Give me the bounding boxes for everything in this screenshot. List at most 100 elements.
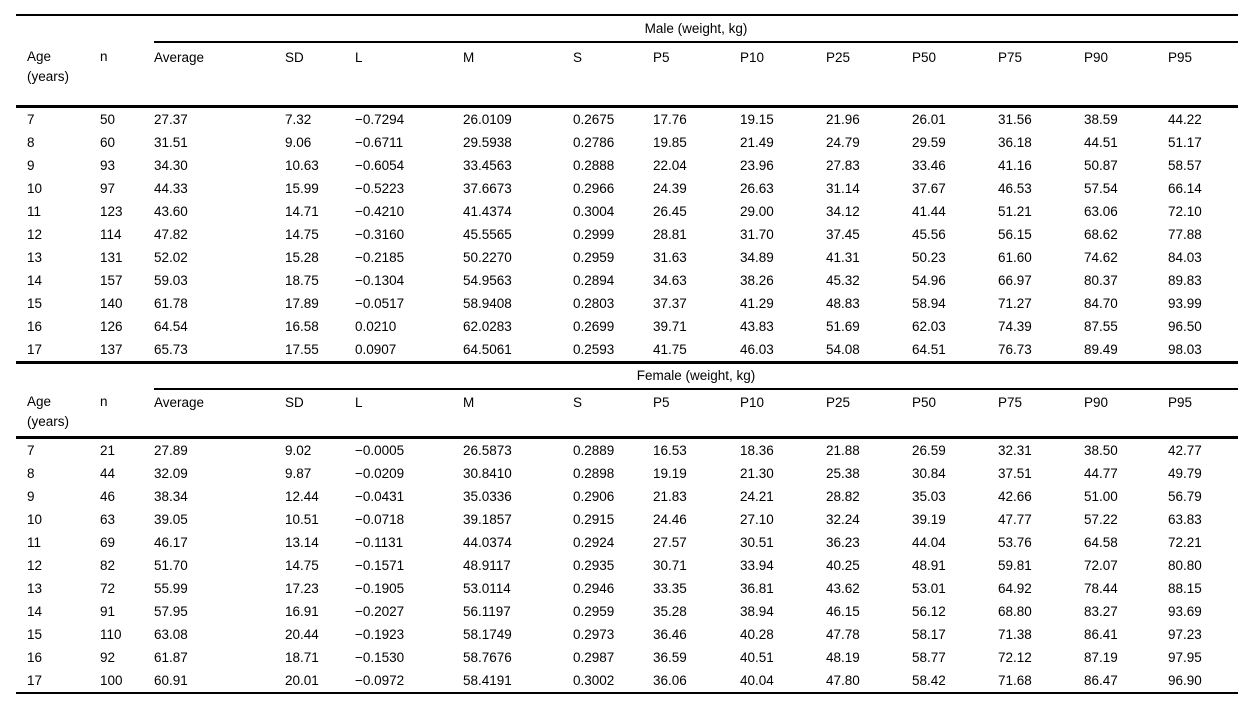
cell-p25: 25.38 <box>826 465 860 481</box>
cell-p75: 68.80 <box>998 603 1032 619</box>
cell-p90: 38.59 <box>1084 112 1118 127</box>
table-row-male-age-7: 7 50 27.37 7.32 −0.7294 26.0109 0.2675 17.76 19.… <box>16 107 1238 132</box>
cell-p25: 40.25 <box>826 557 860 573</box>
cell-p50: 53.01 <box>912 580 946 596</box>
cell-p95: 72.10 <box>1168 204 1202 219</box>
cell-p50: 26.59 <box>912 442 946 458</box>
cell-p75: 61.60 <box>998 250 1032 265</box>
col-header-n: n <box>100 42 154 108</box>
col-header-p50: P50 <box>912 388 998 439</box>
cell-p90: 80.37 <box>1084 273 1118 288</box>
cell-p75: 74.39 <box>998 319 1032 334</box>
cell-age: 11 <box>27 534 42 550</box>
cell-average: 52.02 <box>154 250 188 265</box>
cell-average: 34.30 <box>154 158 188 173</box>
cell-age: 10 <box>27 181 43 196</box>
cell-p50: 48.91 <box>912 557 946 573</box>
cell-p50: 37.67 <box>912 181 946 196</box>
cell-p10: 38.94 <box>740 603 774 619</box>
cell-p95: 88.15 <box>1168 580 1202 596</box>
cell-m: 62.0283 <box>463 319 512 334</box>
cell-p90: 86.41 <box>1084 626 1118 642</box>
table-row-female-age-12: 12 82 51.70 14.75 −0.1571 48.9117 0.2935 30.71 3… <box>16 554 1238 577</box>
cell-p5: 41.75 <box>653 338 740 364</box>
cell-p90: 78.44 <box>1084 580 1118 596</box>
cell-p50: 26.01 <box>912 112 946 127</box>
cell-p75: 46.53 <box>998 181 1032 196</box>
col-header-p95-line: P95 <box>1168 50 1193 65</box>
cell-p50: 56.12 <box>912 603 946 619</box>
cell-p75: 59.81 <box>998 557 1032 573</box>
col-header-p90: P90 <box>1084 42 1168 108</box>
cell-average: 59.03 <box>154 273 188 288</box>
cell-p95: 44.22 <box>1168 112 1202 127</box>
cell-p10: 33.94 <box>740 557 774 573</box>
table-row-male-age-11: 11 123 43.60 14.71 −0.4210 41.4374 0.3004 26.45… <box>16 200 1238 223</box>
cell-p5: 27.57 <box>653 534 687 550</box>
cell-age: 16 <box>27 649 43 665</box>
table-row-female-age-17: 17 100 60.91 20.01 −0.0972 58.4191 0.3002 36.06… <box>16 669 1238 693</box>
cell-p50: 44.04 <box>912 534 946 550</box>
cell-s: 0.2889 <box>573 442 615 458</box>
col-header-p50: P50 <box>912 42 998 108</box>
col-header-l-line: L <box>355 394 363 410</box>
cell-average: 39.05 <box>154 511 188 527</box>
cell-n: 69 <box>100 534 116 550</box>
cell-average: 27.37 <box>154 112 188 127</box>
cell-p25: 34.12 <box>826 204 860 219</box>
cell-p10: 18.36 <box>740 442 774 458</box>
cell-p75: 42.66 <box>998 488 1032 504</box>
cell-p10: 43.83 <box>740 319 774 334</box>
cell-p5: 28.81 <box>653 227 687 242</box>
cell-sd: 17.23 <box>285 580 319 596</box>
cell-l: −0.1923 <box>355 626 405 642</box>
section-spanner-row-female: Female (weight, kg) <box>16 362 1239 390</box>
cell-l: 0.0210 <box>355 319 397 334</box>
cell-n: 63 <box>100 511 116 527</box>
cell-p25: 46.15 <box>826 603 860 619</box>
cell-n: 100 <box>100 672 123 688</box>
cell-p10: 40.51 <box>740 649 774 665</box>
cell-p75: 47.77 <box>998 511 1032 527</box>
cell-p90: 83.27 <box>1084 603 1118 619</box>
col-header-average-line: Average <box>154 394 205 410</box>
section-title-female: Female (weight, kg) <box>154 362 1239 390</box>
cell-m: 58.1749 <box>463 626 512 642</box>
cell-p50: 58.77 <box>912 649 946 665</box>
cell-p95: 49.79 <box>1168 465 1202 481</box>
cell-p90: 68.62 <box>1084 227 1118 242</box>
cell-m: 54.9563 <box>463 273 512 288</box>
cell-p50: 54.96 <box>912 273 946 288</box>
cell-s: 0.2786 <box>573 135 615 150</box>
cell-sd: 12.44 <box>285 488 319 504</box>
cell-age: 16 <box>27 319 43 334</box>
cell-age: 13 <box>27 250 43 265</box>
cell-p5: 16.53 <box>653 442 687 458</box>
col-header-p10-line: P10 <box>740 394 765 410</box>
col-header-p25: P25 <box>826 42 912 108</box>
cell-p10: 26.63 <box>740 181 774 196</box>
cell-s: 0.2999 <box>573 227 615 242</box>
cell-s: 0.2803 <box>573 296 615 311</box>
cell-s: 0.2935 <box>573 557 615 573</box>
col-header-average: Average <box>154 42 285 108</box>
spanner-lead-blank <box>16 15 154 42</box>
table-row-female-age-13: 13 72 55.99 17.23 −0.1905 53.0114 0.2946 33.35 3… <box>16 577 1238 600</box>
cell-m: 26.5873 <box>463 442 512 458</box>
table-row-female-age-8: 8 44 32.09 9.87 −0.0209 30.8410 0.2898 19.19 21.… <box>16 462 1238 485</box>
cell-p25: 43.62 <box>826 580 860 596</box>
cell-age: 17 <box>27 672 43 688</box>
cell-s: 0.2699 <box>573 319 615 334</box>
cell-p10: 31.70 <box>740 227 774 242</box>
cell-s: 0.2973 <box>573 626 615 642</box>
cell-p5: 24.46 <box>653 511 687 527</box>
cell-p75: 56.15 <box>998 227 1032 242</box>
cell-p75: 71.68 <box>998 672 1032 688</box>
cell-l: −0.5223 <box>355 181 405 196</box>
cell-m: 48.9117 <box>463 557 511 573</box>
cell-p5: 33.35 <box>653 580 687 596</box>
cell-m: 37.6673 <box>463 181 512 196</box>
weight-lms-percentile-table-wrap: Male (weight, kg) Age (years) n Average SD L M S… <box>16 14 1239 694</box>
cell-p75: 76.73 <box>998 338 1084 364</box>
cell-age: 12 <box>27 227 43 242</box>
